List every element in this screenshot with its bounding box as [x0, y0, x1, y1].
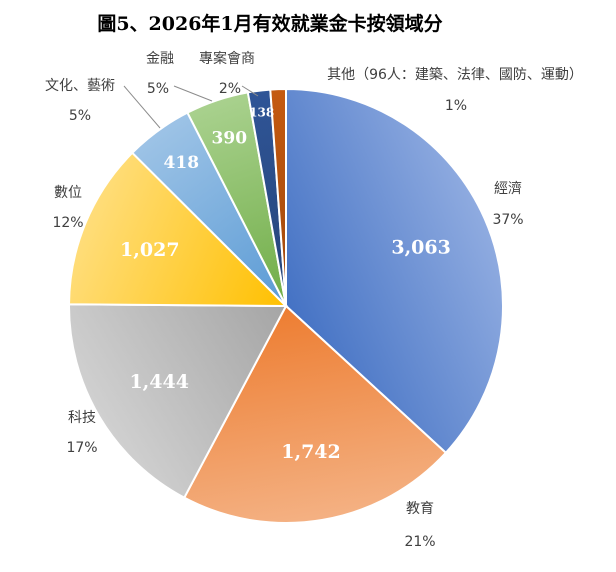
- pie-slice: [285, 87, 504, 455]
- slice-percent-label: 2%: [219, 81, 241, 97]
- slice-value-label: 3,063: [391, 236, 451, 258]
- leader-line: [123, 85, 161, 129]
- slice-percent-label: 1%: [445, 98, 467, 114]
- slice-category-label: 經濟: [494, 181, 522, 197]
- slice-value-label: 138: [249, 105, 274, 119]
- slice-value-label: 390: [212, 128, 248, 148]
- slice-percent-label: 5%: [147, 81, 169, 97]
- slice-category-label: 教育: [406, 501, 434, 517]
- slice-category-label: 文化、藝術: [45, 78, 115, 94]
- slice-category-label: 數位: [54, 185, 82, 201]
- slice-value-label: 1,444: [129, 371, 189, 393]
- pie-slice: [68, 303, 288, 500]
- pie-slice: [182, 304, 448, 524]
- slice-category-label: 金融: [146, 51, 174, 67]
- slice-value-label: 1,027: [120, 239, 180, 261]
- slice-category-label: 其他（96人：建築、法律、國防、運動）: [327, 67, 583, 83]
- pie-slice: [269, 87, 287, 307]
- leader-line: [241, 85, 259, 97]
- slice-percent-label: 17%: [66, 440, 97, 456]
- slice-value-label: 418: [164, 153, 200, 173]
- slice-percent-label: 12%: [52, 215, 83, 231]
- slice-percent-label: 37%: [492, 212, 523, 228]
- slice-value-label: 1,742: [281, 441, 341, 463]
- pie-slice: [68, 151, 289, 308]
- chart-title: 圖5、2026年1月有效就業金卡按領域分: [97, 12, 442, 35]
- slice-percent-label: 21%: [404, 534, 435, 550]
- leader-line: [173, 85, 213, 102]
- slice-category-label: 科技: [68, 410, 96, 426]
- slice-category-label: 專案會商: [199, 50, 255, 67]
- slice-percent-label: 5%: [69, 108, 91, 124]
